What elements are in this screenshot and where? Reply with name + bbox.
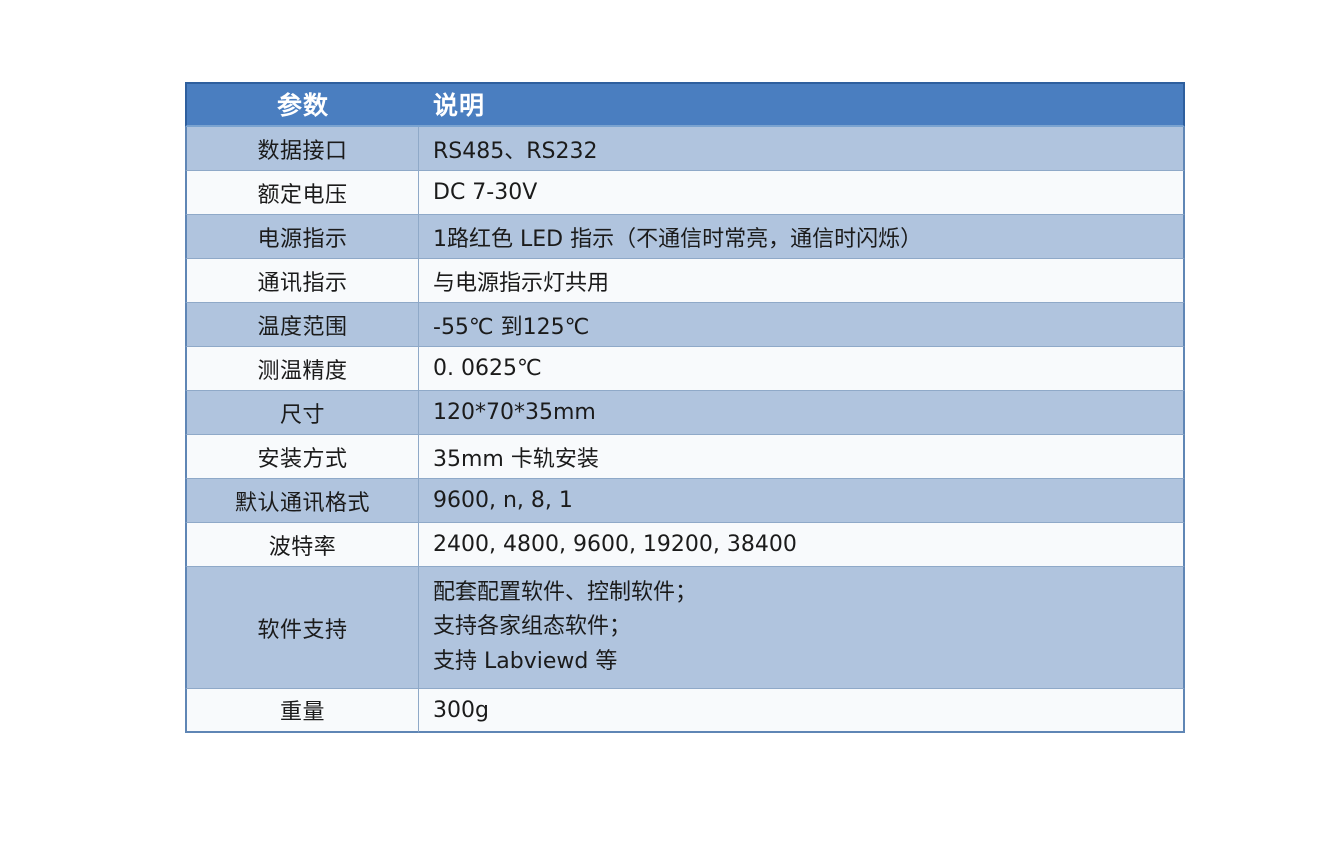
- row-value-data-interface: RS485、RS232: [419, 127, 1185, 171]
- row-label-temperature-accuracy: 测温精度: [185, 347, 419, 391]
- row-value-dimensions: 120*70*35mm: [419, 391, 1185, 435]
- row-label-power-indicator: 电源指示: [185, 215, 419, 259]
- row-value-comm-indicator: 与电源指示灯共用: [419, 259, 1185, 303]
- table-row: 通讯指示 与电源指示灯共用: [185, 259, 1185, 303]
- table-row: 测温精度 0. 0625℃: [185, 347, 1185, 391]
- row-label-data-interface: 数据接口: [185, 127, 419, 171]
- table-row: 安装方式 35mm 卡轨安装: [185, 435, 1185, 479]
- table-row: 温度范围 -55℃ 到125℃: [185, 303, 1185, 347]
- row-value-temperature-range: -55℃ 到125℃: [419, 303, 1185, 347]
- table-row: 默认通讯格式 9600, n, 8, 1: [185, 479, 1185, 523]
- table-row: 重量 300g: [185, 689, 1185, 733]
- column-header-description: 说明: [419, 82, 1185, 127]
- table-header-row: 参数 说明: [185, 82, 1185, 127]
- spec-table-container: 参数 说明 数据接口 RS485、RS232 额定电压 DC 7-30V 电源指…: [185, 82, 1185, 733]
- row-label-comm-indicator: 通讯指示: [185, 259, 419, 303]
- software-support-line-2: 支持各家组态软件；: [433, 614, 632, 640]
- software-support-line-3: 支持 Labviewd 等: [433, 648, 618, 674]
- specification-table: 参数 说明 数据接口 RS485、RS232 额定电压 DC 7-30V 电源指…: [185, 82, 1185, 733]
- row-label-rated-voltage: 额定电压: [185, 171, 419, 215]
- row-label-temperature-range: 温度范围: [185, 303, 419, 347]
- table-row: 额定电压 DC 7-30V: [185, 171, 1185, 215]
- row-label-baud-rate: 波特率: [185, 523, 419, 567]
- table-row: 电源指示 1路红色 LED 指示（不通信时常亮，通信时闪烁）: [185, 215, 1185, 259]
- row-value-baud-rate: 2400, 4800, 9600, 19200, 38400: [419, 523, 1185, 567]
- software-support-line-1: 配套配置软件、控制软件；: [433, 580, 698, 606]
- table-row: 软件支持 配套配置软件、控制软件； 支持各家组态软件； 支持 Labviewd …: [185, 567, 1185, 689]
- row-label-software-support: 软件支持: [185, 567, 419, 689]
- row-value-mounting: 35mm 卡轨安装: [419, 435, 1185, 479]
- row-value-default-comm-format: 9600, n, 8, 1: [419, 479, 1185, 523]
- row-label-dimensions: 尺寸: [185, 391, 419, 435]
- table-row: 数据接口 RS485、RS232: [185, 127, 1185, 171]
- row-label-default-comm-format: 默认通讯格式: [185, 479, 419, 523]
- table-header: 参数 说明: [185, 82, 1185, 127]
- row-value-temperature-accuracy: 0. 0625℃: [419, 347, 1185, 391]
- row-value-power-indicator: 1路红色 LED 指示（不通信时常亮，通信时闪烁）: [419, 215, 1185, 259]
- table-row: 波特率 2400, 4800, 9600, 19200, 38400: [185, 523, 1185, 567]
- row-label-weight: 重量: [185, 689, 419, 733]
- table-row: 尺寸 120*70*35mm: [185, 391, 1185, 435]
- row-label-mounting: 安装方式: [185, 435, 419, 479]
- table-body: 数据接口 RS485、RS232 额定电压 DC 7-30V 电源指示 1路红色…: [185, 127, 1185, 733]
- column-header-parameter: 参数: [185, 82, 419, 127]
- row-value-software-support: 配套配置软件、控制软件； 支持各家组态软件； 支持 Labviewd 等: [419, 567, 1185, 689]
- software-support-lines: 配套配置软件、控制软件； 支持各家组态软件； 支持 Labviewd 等: [433, 576, 1183, 678]
- row-value-rated-voltage: DC 7-30V: [419, 171, 1185, 215]
- row-value-weight: 300g: [419, 689, 1185, 733]
